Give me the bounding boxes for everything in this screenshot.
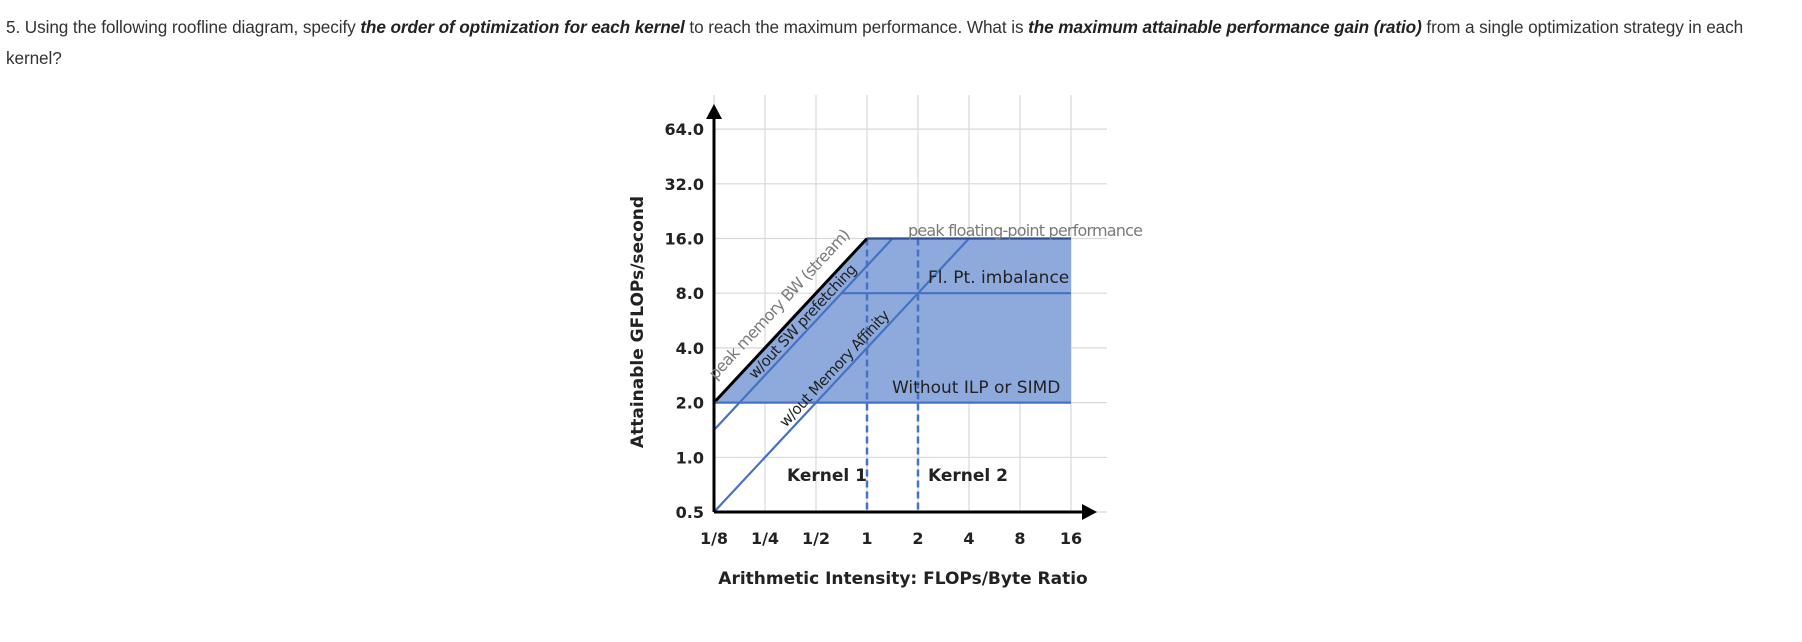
y-tick-label: 32.0 [665, 175, 704, 194]
y-tick-label: 4.0 [676, 339, 704, 358]
question-emphasis: the maximum attainable performance gain … [1028, 17, 1422, 37]
roof-line [712, 237, 869, 404]
x-tick-label: 1/8 [700, 529, 728, 548]
y-tick-label: 8.0 [676, 284, 704, 303]
y-tick-label: 1.0 [676, 448, 704, 467]
roof-line [713, 237, 894, 431]
question-emphasis: the order of optimization for each kerne… [360, 17, 685, 37]
x-tick-label: 1/4 [751, 529, 779, 548]
y-tick-label: 0.5 [676, 503, 704, 522]
x-tick-label: 1 [861, 529, 872, 548]
x-tick-label: 2 [912, 529, 923, 548]
roof-label: Fl. Pt. imbalance [928, 268, 1069, 288]
question-part: 5. Using the following roofline diagram,… [6, 17, 361, 37]
roof-label: Without ILP or SIMD [892, 378, 1060, 398]
x-tick-label: 1/2 [802, 529, 830, 548]
x-tick-label: 4 [963, 529, 974, 548]
y-tick-label: 2.0 [676, 394, 704, 413]
question-part: to reach the maximum performance. What i… [684, 17, 1029, 37]
y-axis-arrow-icon [706, 104, 722, 119]
x-tick-label: 16 [1060, 529, 1082, 548]
x-tick-label: 8 [1014, 529, 1025, 548]
y-axis-title: Attainable GFLOPs/second [628, 196, 648, 448]
kernel-label: Kernel 2 [928, 466, 1008, 486]
question-text: 5. Using the following roofline diagram,… [6, 12, 1802, 74]
roof-label: peak floating-point performance [908, 221, 1142, 240]
kernel-label: Kernel 1 [787, 466, 867, 486]
x-axis-title: Arithmetic Intensity: FLOPs/Byte Ratio [718, 569, 1087, 589]
y-tick-label: 64.0 [665, 120, 704, 139]
x-axis-arrow-icon [1082, 504, 1097, 520]
question-part: from a single optimization strategy in e… [6, 17, 1744, 68]
roof-line [713, 237, 970, 513]
y-tick-label: 16.0 [665, 230, 704, 249]
